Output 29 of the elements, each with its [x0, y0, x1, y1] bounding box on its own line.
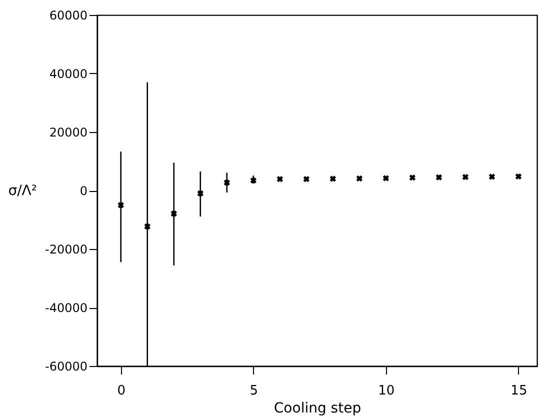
point	[462, 174, 469, 180]
x-axis-title: Cooling step	[274, 400, 362, 416]
y-tick-label: -60000	[44, 360, 88, 374]
y-tick-label: 60000	[49, 8, 88, 22]
point	[382, 175, 390, 182]
point	[409, 174, 416, 181]
point	[330, 176, 336, 182]
y-axis-title: σ/Λ²	[8, 183, 37, 199]
point	[118, 202, 124, 208]
point	[436, 174, 442, 180]
y-tick-label: 0	[80, 184, 88, 198]
point	[170, 210, 177, 217]
x-tick-label: 10	[378, 384, 395, 398]
point	[224, 179, 230, 186]
y-tick-label: -40000	[44, 301, 88, 315]
point	[250, 177, 257, 184]
y-tick-label: -20000	[44, 242, 88, 256]
point	[303, 176, 310, 182]
point	[144, 223, 150, 230]
y-tick-label: 40000	[49, 67, 88, 81]
point	[197, 190, 204, 197]
x-tick-label: 5	[250, 384, 258, 398]
point	[515, 173, 522, 180]
y-tick-label: 20000	[49, 126, 88, 140]
point	[488, 174, 496, 180]
point	[356, 175, 363, 182]
point	[276, 176, 284, 182]
x-tick-label: 0	[117, 384, 126, 398]
x-tick-label: 15	[510, 384, 528, 398]
